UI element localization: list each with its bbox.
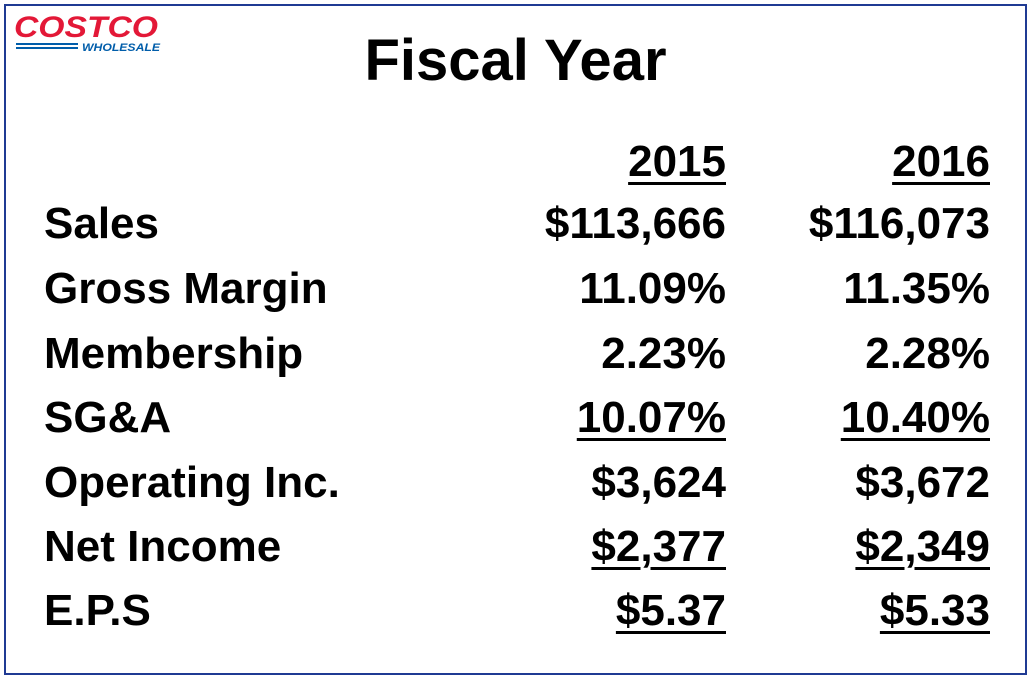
cell-operating-inc-2016: $3,672	[855, 458, 990, 507]
costco-logo: COSTCO WHOLESALE	[14, 11, 161, 54]
row-label-sales: Sales	[44, 199, 159, 248]
slide-frame	[4, 4, 1027, 675]
cell-net-income-2016: $2,349	[855, 522, 990, 571]
cell-sga-2015: 10.07%	[576, 393, 726, 442]
cell-gross-margin-2016: 11.35%	[843, 264, 990, 313]
cell-eps-2016: $5.33	[879, 586, 990, 635]
row-label-sga: SG&A	[44, 393, 172, 442]
cell-sales-2015: $113,666	[544, 199, 726, 248]
cell-eps-2015: $5.37	[615, 586, 726, 635]
cell-sales-2016: $116,073	[808, 199, 990, 248]
cell-operating-inc-2015: $3,624	[591, 458, 726, 507]
cell-sga-2016: 10.40%	[840, 393, 990, 442]
page-title: Fiscal Year	[364, 28, 667, 93]
logo-brand-bottom: WHOLESALE	[82, 42, 161, 54]
column-header-2016: 2016	[892, 137, 990, 186]
cell-membership-2015: 2.23%	[601, 329, 726, 378]
row-label-membership: Membership	[44, 329, 304, 378]
column-header-2015: 2015	[628, 137, 726, 186]
logo-brand-top: COSTCO	[14, 11, 158, 44]
cell-gross-margin-2015: 11.09%	[579, 264, 726, 313]
row-label-eps: E.P.S	[44, 586, 151, 635]
row-label-net-income: Net Income	[44, 522, 282, 571]
row-label-gross-margin: Gross Margin	[44, 264, 328, 313]
row-label-operating-inc: Operating Inc.	[44, 458, 340, 507]
cell-membership-2016: 2.28%	[865, 329, 990, 378]
cell-net-income-2015: $2,377	[591, 522, 726, 571]
